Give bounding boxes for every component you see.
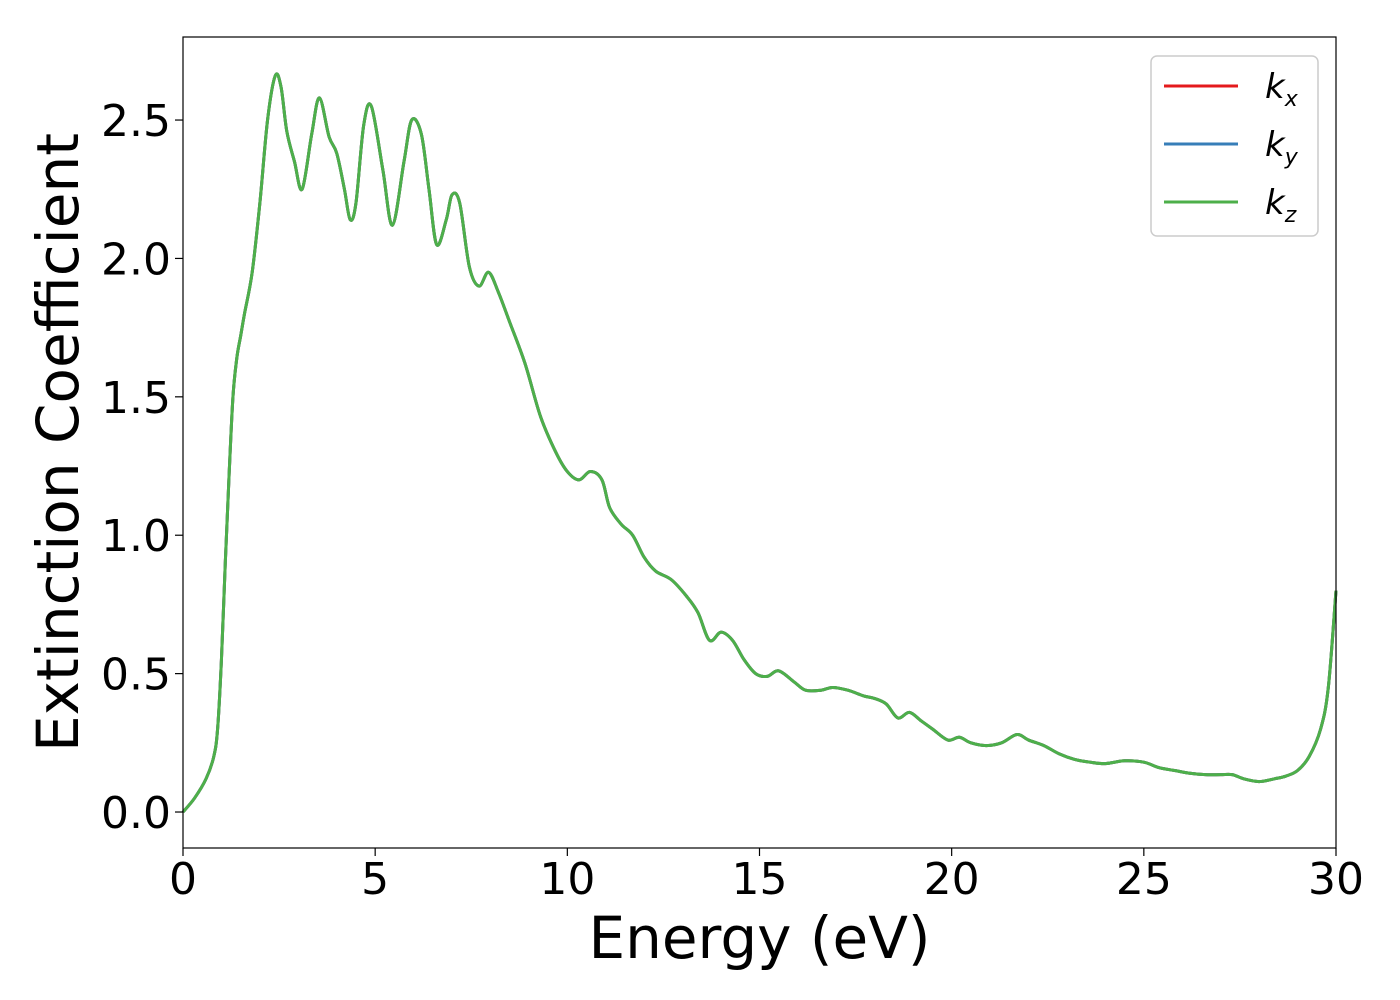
- legend-box: [1150, 55, 1319, 237]
- x-axis-label: Energy (eV): [588, 904, 930, 972]
- y-tick-label: 1.0: [101, 511, 171, 562]
- x-tick-label: 0: [169, 854, 197, 905]
- y-axis: 0.0 0.5 1.0 1.5 2.0 2.5: [101, 96, 183, 839]
- y-tick-label: 2.0: [101, 234, 171, 285]
- legend-label-kz: kz: [1265, 183, 1297, 228]
- x-tick-label: 20: [924, 854, 980, 905]
- legend-label-ky: ky: [1265, 125, 1299, 170]
- x-tick-label: 25: [1116, 854, 1172, 905]
- x-tick-label: 5: [361, 854, 389, 905]
- series-layer: [181, 72, 1338, 813]
- y-tick-label: 2.5: [101, 96, 171, 147]
- x-tick-label: 15: [732, 854, 788, 905]
- y-tick-label: 1.5: [101, 373, 171, 424]
- y-axis-label: Extinction Coefficient: [24, 133, 92, 752]
- x-tick-label: 30: [1308, 854, 1364, 905]
- x-axis: 0 5 10 15 20 25 30: [169, 848, 1364, 905]
- x-tick-label: 10: [539, 854, 595, 905]
- legend: kx ky kz: [1150, 55, 1319, 237]
- y-tick-label: 0.5: [101, 650, 171, 701]
- y-tick-label: 0.0: [101, 788, 171, 839]
- legend-label-kx: kx: [1265, 67, 1299, 112]
- series-line-kz: [181, 72, 1338, 813]
